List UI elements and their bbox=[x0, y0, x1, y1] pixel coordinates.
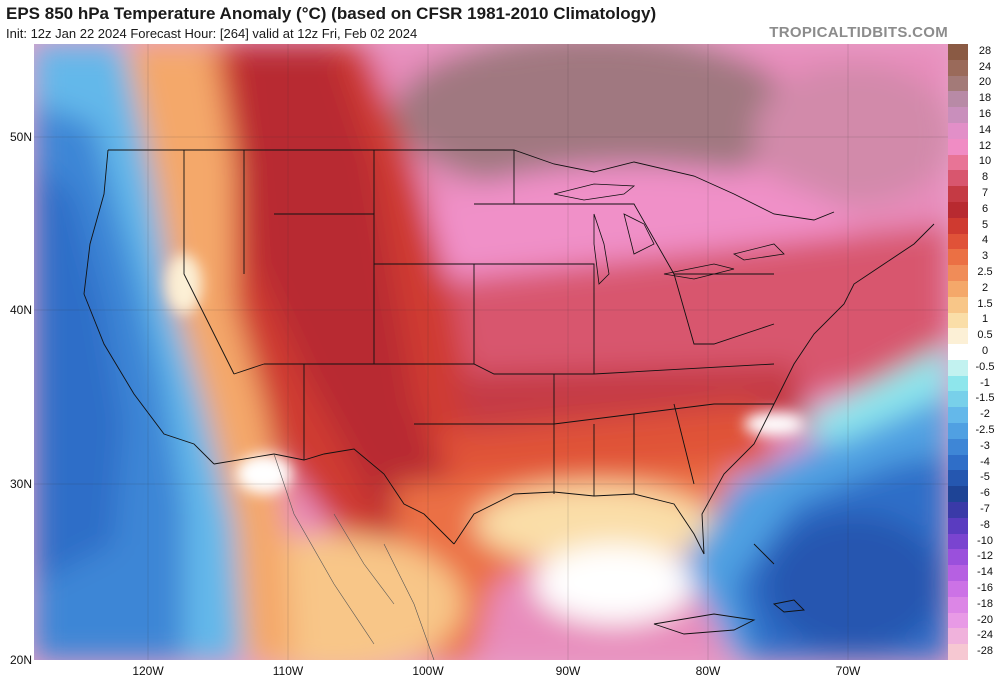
color-scale-swatch bbox=[948, 249, 968, 266]
color-scale-swatch bbox=[948, 644, 968, 661]
color-scale-label: 8 bbox=[981, 171, 989, 184]
color-scale-swatch bbox=[948, 170, 968, 187]
lat-lon-grid bbox=[34, 44, 948, 660]
color-scale-label: -4 bbox=[980, 455, 990, 468]
color-scale-label: -18 bbox=[977, 597, 993, 610]
color-scale-label: -20 bbox=[977, 613, 993, 626]
color-scale-swatch bbox=[948, 391, 968, 408]
color-scale-swatch bbox=[948, 154, 968, 171]
color-scale-label: 7 bbox=[981, 187, 989, 200]
color-scale-swatch bbox=[948, 565, 968, 582]
lat-label-30n: 30N bbox=[9, 477, 32, 491]
color-scale-swatch bbox=[948, 375, 968, 392]
color-scale-swatch bbox=[948, 486, 968, 503]
color-scale-label: 18 bbox=[978, 92, 992, 105]
color-scale-swatch bbox=[948, 359, 968, 377]
color-scale-swatch bbox=[948, 44, 968, 61]
lon-label-70w: 70W bbox=[835, 664, 861, 678]
color-scale-label: -7 bbox=[980, 502, 990, 515]
color-scale-label: -3 bbox=[980, 439, 990, 452]
color-scale-label: -14 bbox=[977, 566, 993, 579]
color-scale-label: 2.5 bbox=[977, 266, 993, 279]
color-scale-label: -1.5 bbox=[975, 392, 995, 405]
state-borders bbox=[83, 149, 935, 555]
color-scale-swatch bbox=[948, 407, 968, 424]
color-scale-swatch bbox=[948, 470, 968, 487]
color-scale-label: 20 bbox=[978, 76, 992, 89]
color-scale-label: 12 bbox=[978, 139, 992, 152]
color-scale-label: 10 bbox=[978, 155, 992, 168]
color-scale-swatch bbox=[948, 502, 968, 519]
lon-label-80w: 80W bbox=[695, 664, 721, 678]
color-scale-swatch bbox=[948, 59, 968, 77]
color-scale bbox=[948, 44, 968, 661]
color-scale-swatch bbox=[948, 549, 968, 566]
lon-label-100w: 100W bbox=[412, 664, 444, 678]
color-scale-swatch bbox=[948, 581, 968, 598]
color-scale-swatch bbox=[948, 423, 968, 440]
color-scale-swatch bbox=[948, 186, 968, 203]
color-scale-swatch bbox=[948, 628, 968, 645]
color-scale-swatch bbox=[948, 280, 968, 298]
anomaly-map bbox=[34, 44, 948, 660]
color-scale-label: 4 bbox=[981, 234, 989, 247]
color-scale-swatch bbox=[948, 533, 968, 550]
color-scale-label: -1 bbox=[980, 376, 990, 389]
color-scale-swatch bbox=[948, 438, 968, 456]
color-scale-label: -8 bbox=[980, 518, 990, 531]
color-scale-label: 0 bbox=[981, 345, 989, 357]
color-scale-label: -16 bbox=[977, 581, 993, 594]
color-scale-label: -0.5 bbox=[975, 360, 995, 373]
forecast-info: Init: 12z Jan 22 2024 Forecast Hour: [26… bbox=[6, 26, 418, 41]
great-lakes bbox=[553, 183, 785, 285]
color-scale-swatch bbox=[948, 596, 968, 614]
lon-label-110w: 110W bbox=[272, 664, 304, 678]
color-scale-label: -2.5 bbox=[975, 423, 995, 436]
color-scale-label: -12 bbox=[977, 550, 993, 563]
color-scale-swatch bbox=[948, 517, 968, 535]
color-scale-swatch bbox=[948, 233, 968, 250]
color-scale-swatch bbox=[948, 454, 968, 471]
color-scale-swatch bbox=[948, 265, 968, 282]
brand-watermark[interactable]: TROPICALTIDBITS.COM bbox=[769, 24, 948, 41]
color-scale-label: -2 bbox=[980, 408, 990, 421]
color-scale-swatch bbox=[948, 612, 968, 629]
map-title: EPS 850 hPa Temperature Anomaly (°C) (ba… bbox=[6, 4, 657, 23]
color-scale-label: 2 bbox=[981, 281, 989, 294]
color-scale-swatch bbox=[948, 122, 968, 140]
color-scale-swatch bbox=[948, 312, 968, 329]
color-scale-label: -10 bbox=[977, 534, 993, 547]
color-scale-label: -5 bbox=[980, 471, 990, 484]
color-scale-label: 3 bbox=[981, 250, 989, 263]
temperature-field bbox=[34, 44, 948, 660]
lat-label-50n: 50N bbox=[9, 130, 32, 144]
color-scale-swatch bbox=[948, 328, 968, 345]
color-scale-swatch bbox=[948, 344, 968, 361]
color-scale-label: 16 bbox=[978, 108, 992, 121]
color-scale-swatch bbox=[948, 75, 968, 92]
color-scale-swatch bbox=[948, 217, 968, 235]
color-scale-swatch bbox=[948, 201, 968, 219]
caribbean-islands bbox=[653, 543, 805, 635]
lon-label-90w: 90W bbox=[555, 664, 581, 678]
color-scale-label: -28 bbox=[977, 645, 993, 658]
color-scale-label: 1.5 bbox=[977, 297, 993, 310]
color-scale-label: 14 bbox=[978, 123, 992, 136]
color-scale-swatch bbox=[948, 107, 968, 124]
lon-label-120w: 120W bbox=[132, 664, 164, 678]
color-scale-label: 1 bbox=[981, 313, 989, 326]
lat-label-20n: 20N bbox=[9, 653, 32, 667]
color-scale-label: -24 bbox=[977, 629, 993, 642]
color-scale-label: 28 bbox=[978, 44, 992, 57]
color-scale-label: -6 bbox=[980, 487, 990, 500]
color-scale-swatch bbox=[948, 91, 968, 108]
color-scale-swatch bbox=[948, 138, 968, 156]
color-scale-label: 6 bbox=[981, 202, 989, 215]
color-scale-label: 24 bbox=[978, 60, 992, 73]
color-scale-label: 5 bbox=[981, 218, 989, 231]
color-scale-swatch bbox=[948, 296, 968, 313]
lat-label-40n: 40N bbox=[9, 303, 32, 317]
color-scale-label: 0.5 bbox=[977, 329, 993, 342]
